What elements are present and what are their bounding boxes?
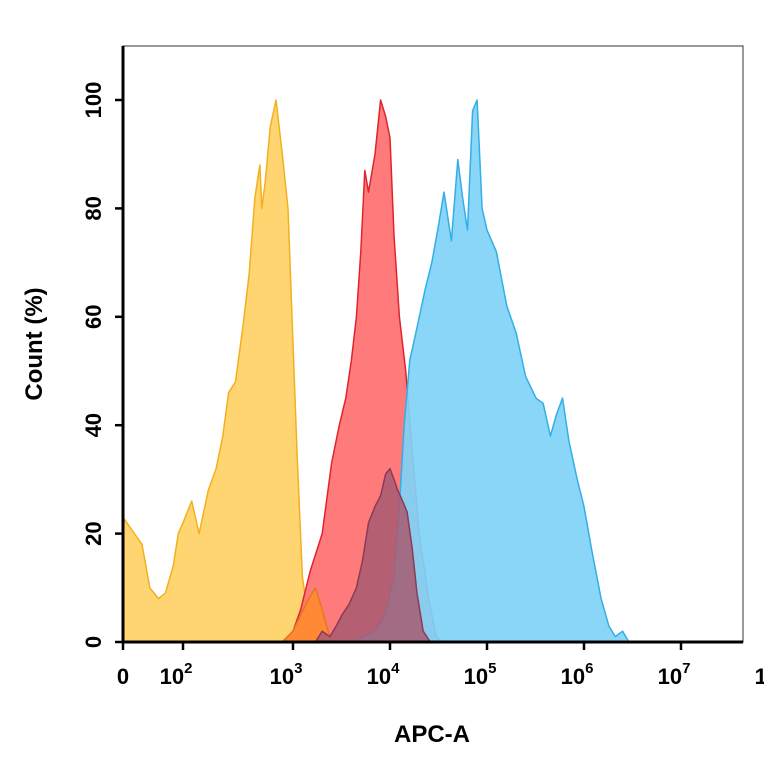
x-tick-label: 105 bbox=[464, 660, 497, 689]
y-tick-label: 20 bbox=[81, 521, 106, 545]
x-tick-label: 102 bbox=[160, 660, 193, 689]
y-tick-label: 0 bbox=[81, 636, 106, 648]
y-tick-label: 80 bbox=[81, 196, 106, 220]
y-axis-ticks: 0 20 40 60 80 100 bbox=[81, 82, 123, 648]
y-axis-title: Count (%) bbox=[21, 287, 48, 400]
x-tick-label: 104 bbox=[367, 660, 400, 689]
x-tick-label: 0 bbox=[117, 664, 129, 689]
y-tick-label: 60 bbox=[81, 305, 106, 329]
x-tick-label: 107 bbox=[658, 660, 691, 689]
y-tick-label: 40 bbox=[81, 413, 106, 437]
x-tick-label: 103 bbox=[270, 660, 303, 689]
x-tick-label: 106 bbox=[561, 660, 594, 689]
x-axis-title: APC-A bbox=[394, 721, 470, 748]
y-tick-label: 100 bbox=[81, 82, 106, 119]
x-axis-ticks: 0 102 103 104 105 106 107 108 bbox=[117, 642, 764, 689]
histogram-series-3 bbox=[350, 99, 630, 643]
histogram-series-1 bbox=[122, 99, 323, 643]
x-tick-label: 108 bbox=[755, 660, 764, 689]
histogram-series-5 bbox=[314, 467, 432, 643]
series-layer bbox=[122, 99, 630, 643]
